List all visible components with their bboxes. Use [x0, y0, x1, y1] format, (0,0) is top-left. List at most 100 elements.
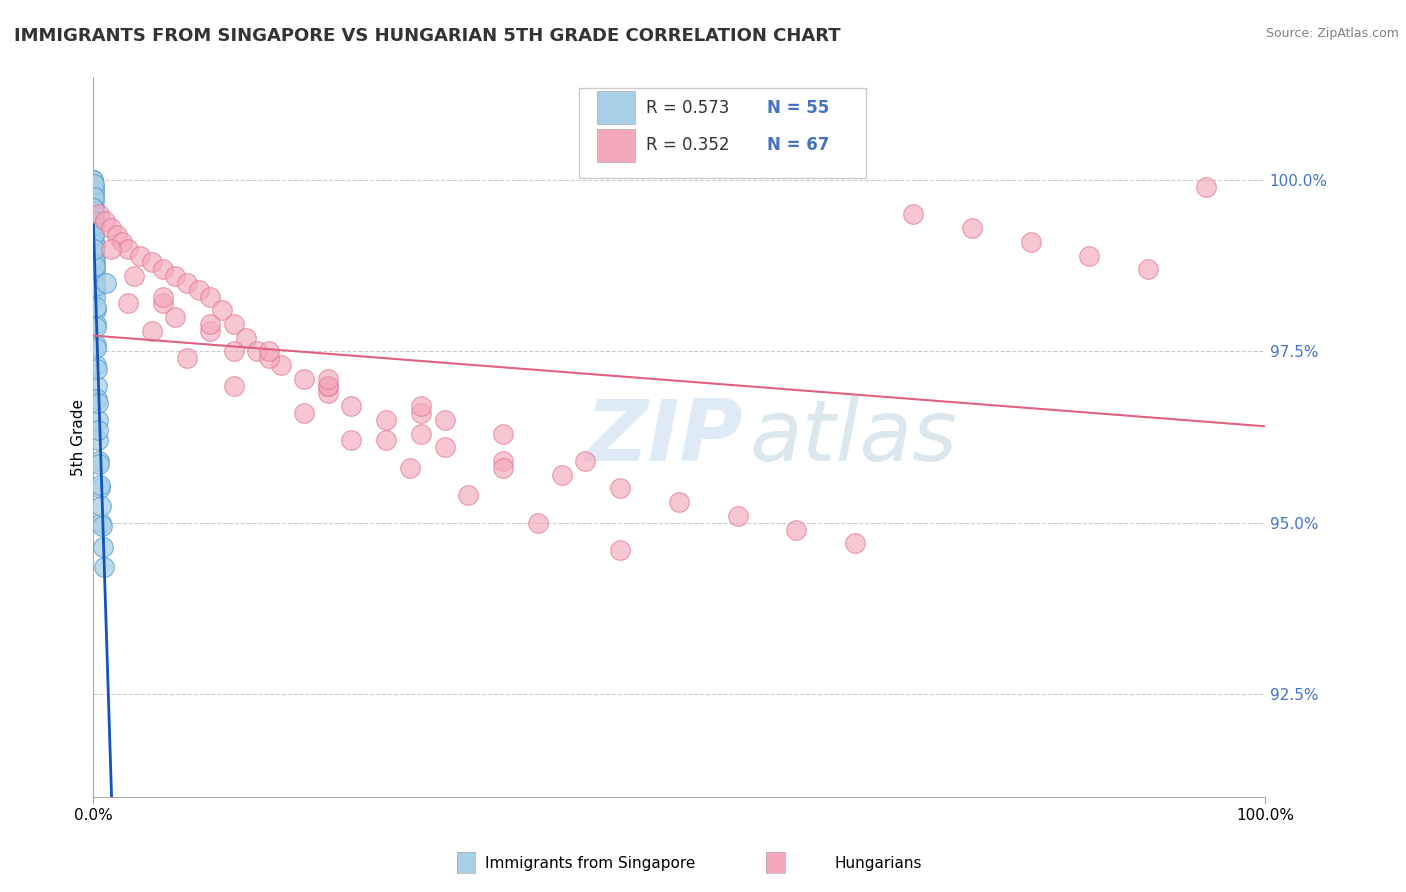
Point — [668, 495, 690, 509]
Text: N = 55: N = 55 — [766, 99, 830, 117]
Point — [222, 317, 245, 331]
Point — [87, 413, 110, 427]
Point — [83, 227, 105, 242]
Point — [1019, 235, 1042, 249]
Point — [83, 227, 105, 242]
Point — [433, 413, 456, 427]
Text: atlas: atlas — [749, 395, 957, 478]
Point — [86, 392, 108, 407]
Point — [222, 344, 245, 359]
Point — [87, 207, 110, 221]
Point — [411, 426, 433, 441]
Point — [83, 190, 105, 204]
Point — [200, 290, 222, 304]
Point — [93, 560, 115, 574]
Point — [84, 290, 107, 304]
Point — [117, 242, 139, 256]
Point — [94, 276, 117, 290]
Point — [83, 242, 105, 256]
Point — [235, 331, 257, 345]
Point — [257, 344, 280, 359]
Point — [83, 214, 105, 228]
Point — [82, 201, 104, 215]
Point — [84, 317, 107, 331]
Point — [141, 255, 163, 269]
Point — [316, 385, 339, 400]
Point — [91, 540, 114, 554]
Point — [86, 358, 108, 372]
Point — [129, 248, 152, 262]
Point — [91, 519, 114, 533]
Point — [457, 488, 479, 502]
Point — [87, 454, 110, 468]
Point — [122, 269, 145, 284]
FancyBboxPatch shape — [598, 91, 634, 124]
Point — [200, 317, 222, 331]
Point — [84, 337, 107, 351]
Point — [1195, 180, 1218, 194]
Point — [83, 238, 105, 252]
Point — [292, 372, 315, 386]
Point — [257, 351, 280, 366]
Point — [83, 218, 105, 232]
Point — [492, 454, 515, 468]
Point — [222, 378, 245, 392]
Point — [246, 344, 269, 359]
Point — [316, 378, 339, 392]
Point — [152, 296, 174, 310]
Point — [141, 324, 163, 338]
Point — [492, 461, 515, 475]
Point — [960, 221, 983, 235]
Text: Hungarians: Hungarians — [835, 856, 922, 871]
Point — [83, 186, 105, 201]
Point — [551, 467, 574, 482]
FancyBboxPatch shape — [598, 128, 634, 161]
Point — [152, 290, 174, 304]
Text: ZIP: ZIP — [585, 395, 742, 478]
Point — [398, 461, 420, 475]
Point — [83, 262, 105, 277]
Point — [84, 269, 107, 284]
Point — [86, 361, 108, 376]
Point — [433, 440, 456, 454]
Point — [90, 516, 112, 530]
Point — [574, 454, 596, 468]
Point — [90, 499, 112, 513]
Point — [176, 351, 198, 366]
Point — [84, 276, 107, 290]
Point — [83, 242, 105, 256]
Point — [83, 214, 105, 228]
Text: IMMIGRANTS FROM SINGAPORE VS HUNGARIAN 5TH GRADE CORRELATION CHART: IMMIGRANTS FROM SINGAPORE VS HUNGARIAN 5… — [14, 27, 841, 45]
Point — [105, 227, 128, 242]
Point — [200, 324, 222, 338]
Point — [111, 235, 134, 249]
Point — [83, 248, 105, 262]
Point — [411, 406, 433, 420]
Text: N = 67: N = 67 — [766, 136, 830, 154]
Point — [83, 194, 105, 208]
Point — [316, 378, 339, 392]
Point — [84, 303, 107, 318]
Point — [187, 283, 209, 297]
Point — [152, 262, 174, 277]
Point — [100, 242, 122, 256]
Point — [89, 478, 111, 492]
Point — [87, 458, 110, 472]
Point — [83, 177, 105, 191]
Point — [86, 341, 108, 355]
Point — [94, 214, 117, 228]
Point — [411, 399, 433, 413]
Point — [82, 173, 104, 187]
Point — [609, 482, 631, 496]
Point — [527, 516, 550, 530]
Point — [165, 269, 187, 284]
Point — [84, 259, 107, 273]
Point — [100, 221, 122, 235]
Point — [89, 482, 111, 496]
Text: Source: ZipAtlas.com: Source: ZipAtlas.com — [1265, 27, 1399, 40]
Point — [1136, 262, 1159, 277]
Point — [84, 283, 107, 297]
Point — [83, 204, 105, 219]
Point — [176, 276, 198, 290]
Point — [492, 426, 515, 441]
